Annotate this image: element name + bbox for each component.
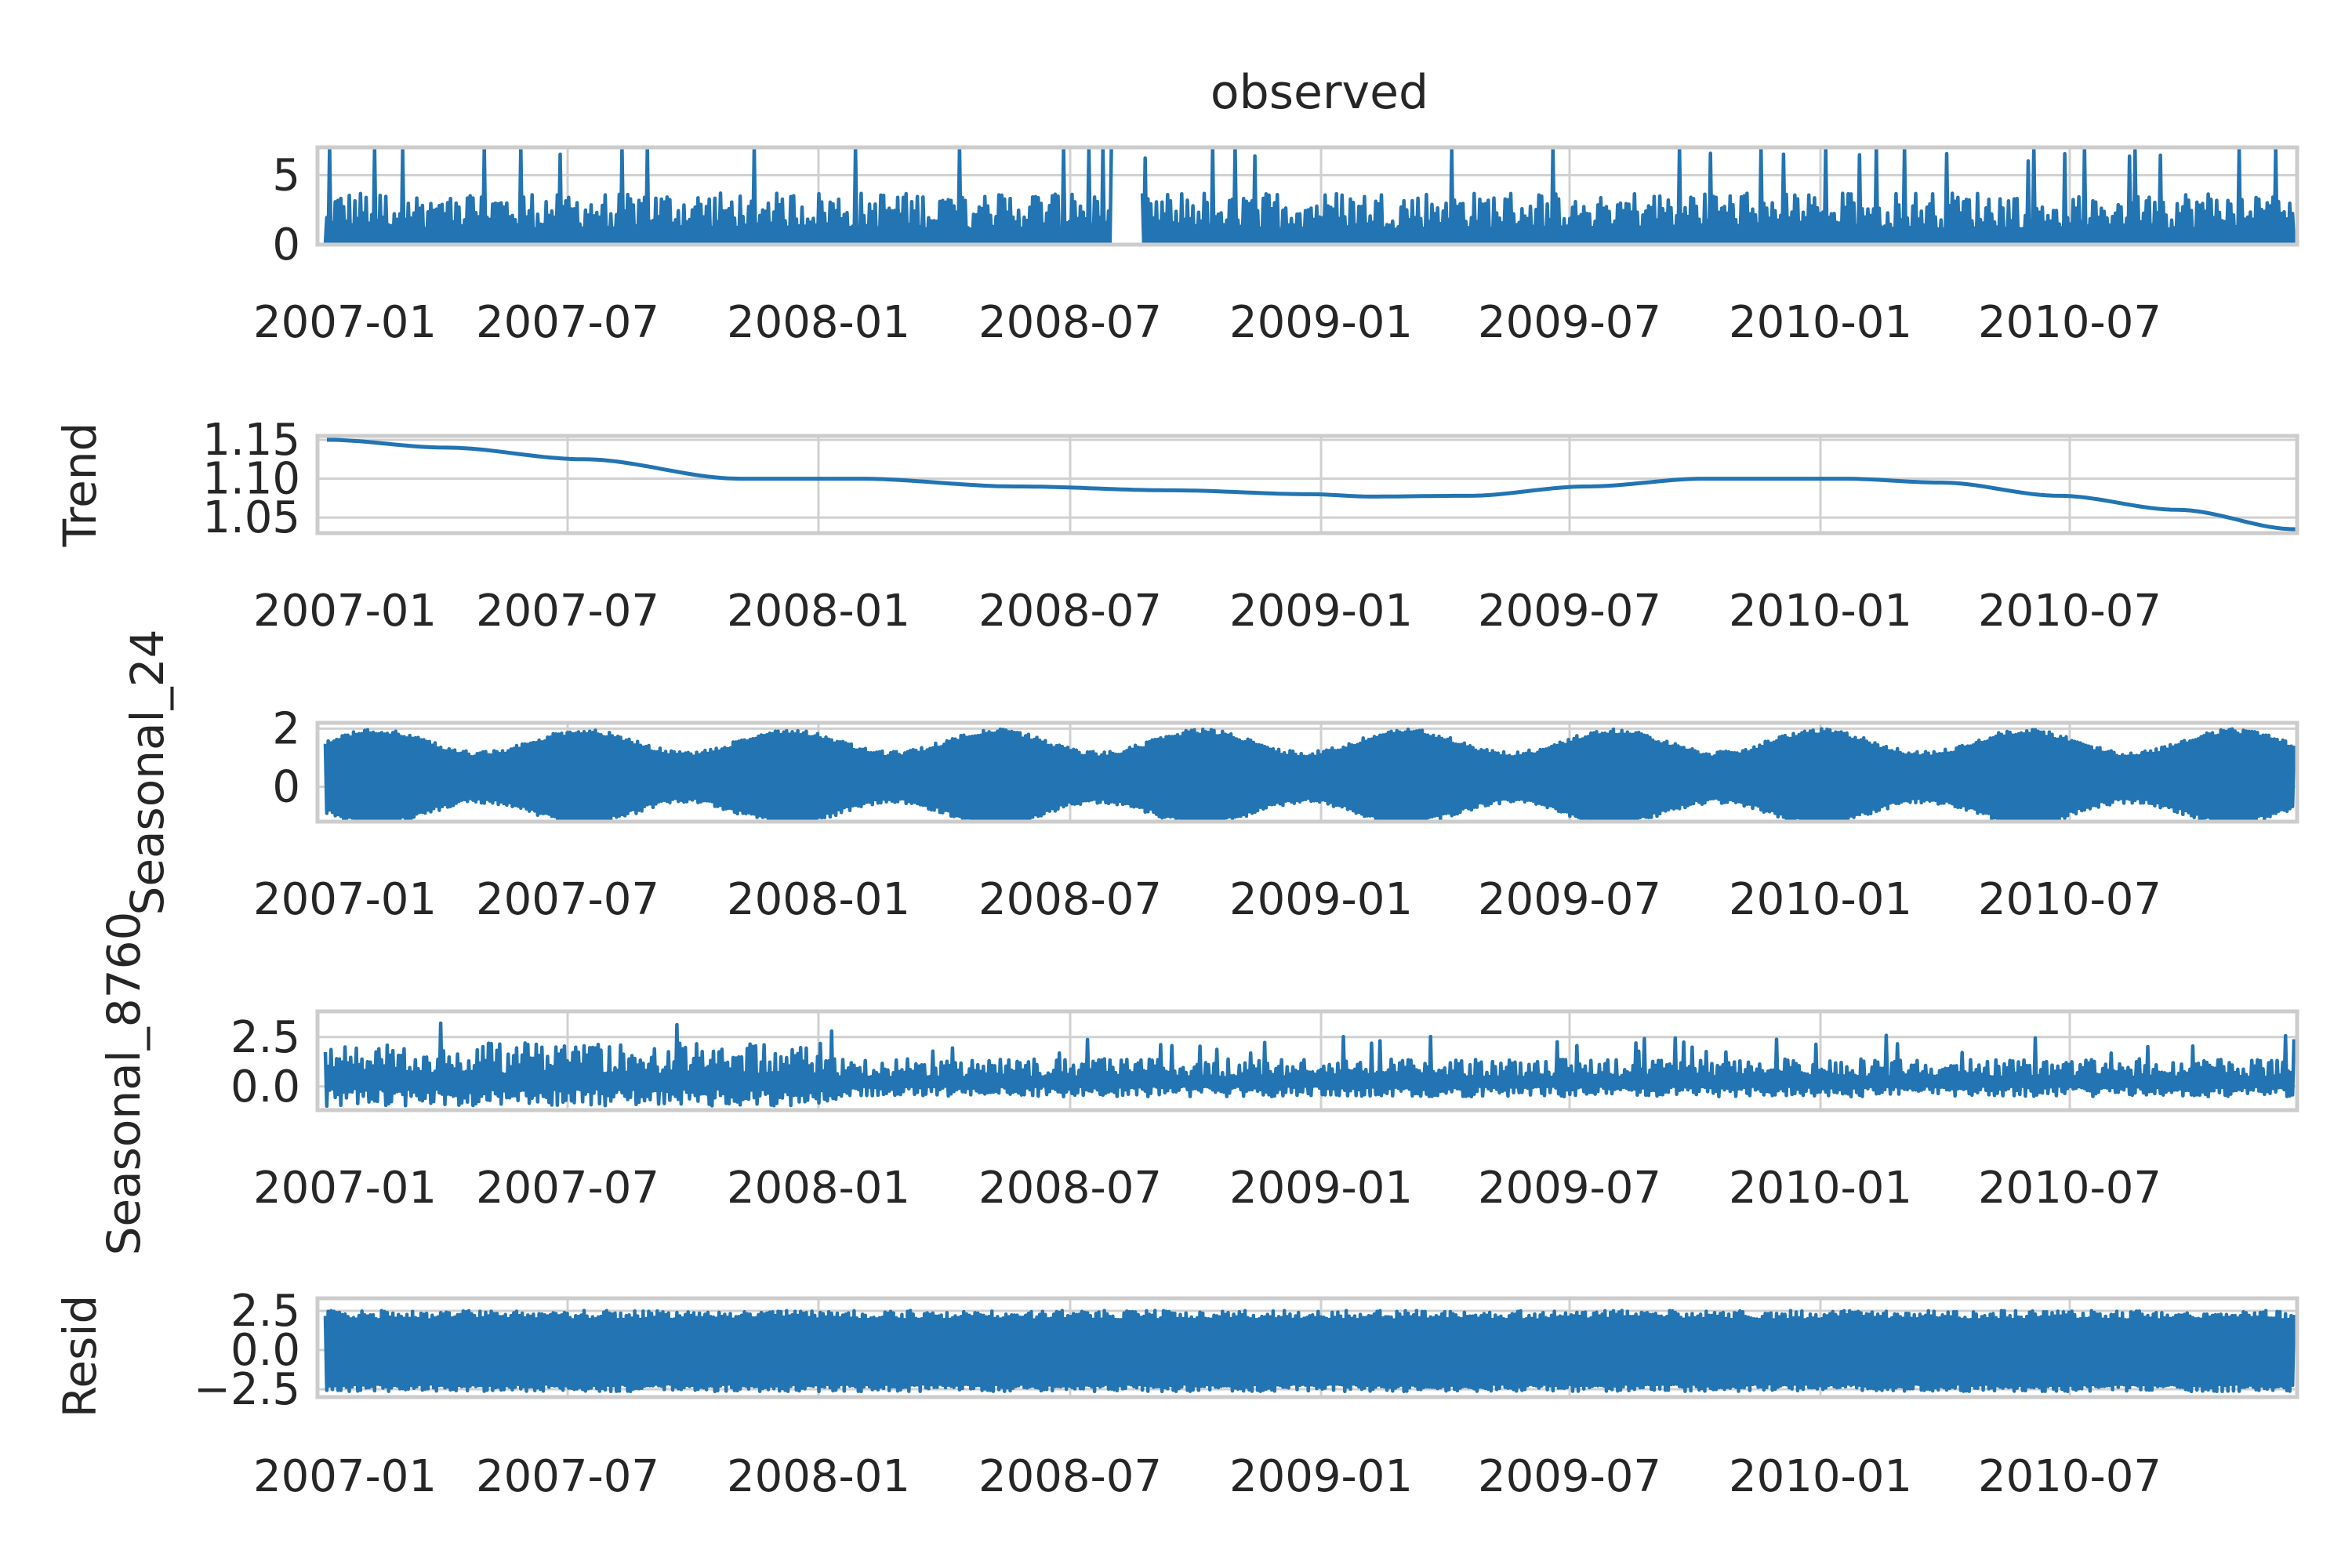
x-tick-label: 2008-07 [978, 874, 1162, 925]
y-axis-label: Trend [53, 423, 107, 548]
x-tick-label: 2008-01 [727, 1451, 910, 1502]
trend-line [327, 440, 2296, 529]
y-tick-label: 0.0 [230, 1062, 300, 1112]
chart-title: observed [1210, 65, 1428, 120]
resid-series [325, 1311, 2294, 1392]
x-tick-label: 2009-01 [1229, 297, 1413, 348]
x-tick-label: 2007-01 [253, 586, 437, 637]
x-tick-label: 2010-07 [1978, 874, 2161, 925]
x-tick-label: 2007-01 [253, 1163, 437, 1214]
x-tick-label: 2010-01 [1729, 1451, 1912, 1502]
panel-observed: 0 5 2007-01 2007-07 2008-01 2008-07 2009-01 200… [253, 147, 2297, 348]
x-tick-label: 2009-07 [1478, 1451, 1661, 1502]
panel-seasonal_24: 0 2 2007-01 2007-07 2008-01 2008-07 2009-01 200… [121, 630, 2297, 925]
x-tick-label: 2007-07 [476, 874, 659, 925]
x-tick-label: 2009-01 [1229, 1163, 1413, 1214]
x-tick-label: 2009-07 [1478, 586, 1661, 637]
x-tick-label: 2007-01 [253, 297, 437, 348]
observed-series [325, 147, 2294, 244]
y-axis-label: Seasonal_8760 [97, 912, 151, 1256]
x-tick-label: 2010-07 [1978, 586, 2161, 637]
y-axis-label: Seasonal_24 [121, 630, 174, 916]
x-tick-label: 2009-07 [1478, 1163, 1661, 1214]
x-tick-label: 2010-07 [1978, 297, 2161, 348]
x-tick-label: 2008-01 [727, 297, 910, 348]
x-tick-label: 2008-01 [727, 586, 910, 637]
x-tick-label: 2008-01 [727, 1163, 910, 1214]
x-tick-label: 2010-01 [1729, 874, 1912, 925]
seasonal_24-series [325, 729, 2294, 822]
x-tick-label: 2010-07 [1978, 1163, 2161, 1214]
x-tick-label: 2009-01 [1229, 1451, 1413, 1502]
y-tick-label: 0 [272, 762, 300, 813]
y-tick-label: 5 [272, 150, 300, 201]
y-tick-label: 2.5 [230, 1012, 300, 1063]
x-tick-label: 2007-07 [476, 586, 659, 637]
panel-seasonal_8760: 0.02.5 2007-01 2007-07 2008-01 2008-07 2009-0… [97, 912, 2297, 1256]
x-tick-label: 2007-07 [476, 1451, 659, 1502]
y-tick-label: 2 [272, 703, 300, 754]
x-tick-label: 2008-07 [978, 586, 1162, 637]
x-tick-label: 2009-07 [1478, 297, 1661, 348]
x-tick-label: 2009-01 [1229, 586, 1413, 637]
x-tick-label: 2007-07 [476, 1163, 659, 1214]
y-tick-label: 2.5 [230, 1286, 300, 1337]
x-tick-label: 2007-01 [253, 874, 437, 925]
y-axis-label: Resid [53, 1295, 107, 1418]
x-tick-label: 2010-07 [1978, 1451, 2161, 1502]
x-tick-label: 2010-01 [1729, 297, 1912, 348]
x-tick-label: 2010-01 [1729, 1163, 1912, 1214]
y-tick-label: 1.15 [202, 415, 300, 466]
x-tick-label: 2009-07 [1478, 874, 1661, 925]
x-tick-label: 2007-01 [253, 1451, 437, 1502]
x-tick-label: 2008-07 [978, 297, 1162, 348]
y-tick-label: 0 [272, 220, 300, 270]
x-tick-label: 2007-07 [476, 297, 659, 348]
x-tick-label: 2009-01 [1229, 874, 1413, 925]
x-tick-label: 2008-07 [978, 1451, 1162, 1502]
x-tick-label: 2010-01 [1729, 586, 1912, 637]
x-tick-label: 2008-01 [727, 874, 910, 925]
x-tick-label: 2008-07 [978, 1163, 1162, 1214]
seasonal_8760-series [325, 1023, 2294, 1106]
